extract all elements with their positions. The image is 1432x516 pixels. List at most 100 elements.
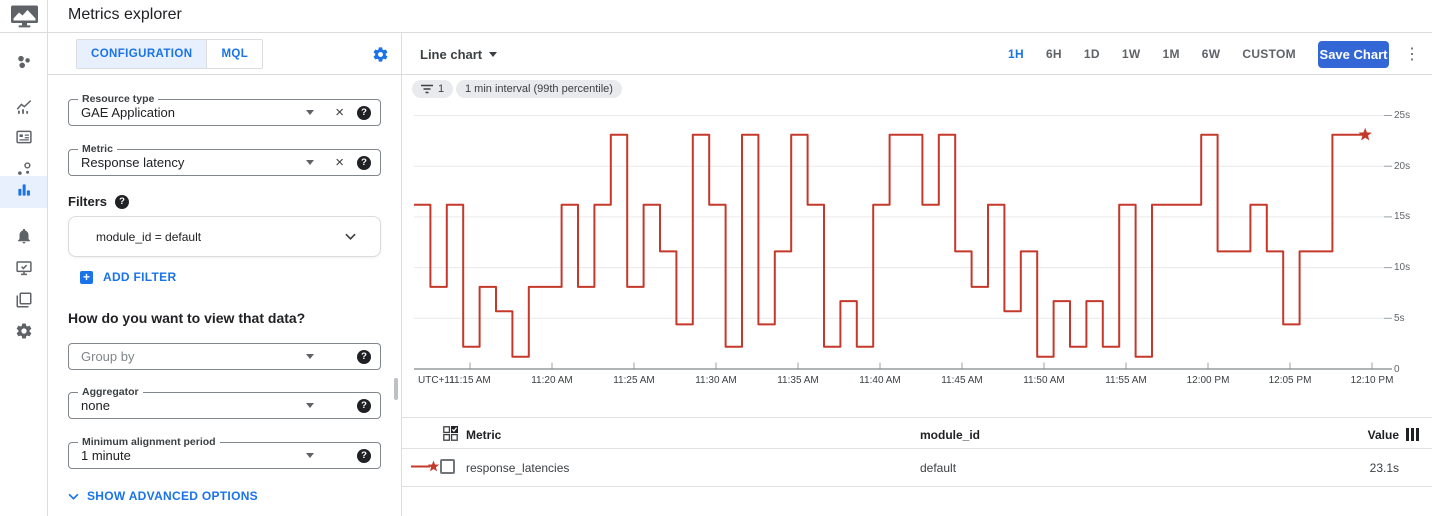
x-axis-label: 11:50 AM <box>1023 375 1065 386</box>
monitoring-logo-icon <box>10 4 40 30</box>
filters-text: Filters <box>68 194 108 209</box>
sidebar-item-gear[interactable] <box>0 317 47 349</box>
x-axis-label: 11:40 AM <box>859 375 901 386</box>
y-axis-label: 0 <box>1394 363 1400 375</box>
chart-type-dropdown[interactable]: Line chart <box>420 47 498 62</box>
config-scrollbar[interactable] <box>394 378 398 400</box>
add-filter-button[interactable]: + ADD FILTER <box>80 270 176 284</box>
sidebar-item-dashboards-chart[interactable] <box>0 93 47 125</box>
tab-mql[interactable]: MQL <box>206 40 263 68</box>
columns-icon[interactable] <box>1406 428 1419 441</box>
x-axis-label: 11:30 AM <box>695 375 737 386</box>
overview-icon <box>15 53 33 76</box>
help-icon[interactable]: ? <box>115 194 130 209</box>
column-header-value[interactable]: Value <box>1367 428 1399 442</box>
config-tab-group: CONFIGURATION MQL <box>76 39 264 69</box>
plus-icon: + <box>80 270 93 284</box>
filter-lines-icon <box>421 84 433 94</box>
sidebar-item-uptime-monitor[interactable] <box>0 254 47 286</box>
resource-type-value: GAE Application <box>81 105 175 120</box>
value-cell: 23.1s <box>1369 461 1399 475</box>
tab-configuration[interactable]: CONFIGURATION <box>77 40 207 68</box>
time-range-group: 1H 6H 1D 1W 1M 6W CUSTOM <box>1008 33 1296 75</box>
help-icon[interactable]: ? <box>357 349 371 364</box>
column-header-metric[interactable]: Metric <box>466 428 502 442</box>
y-axis-label: 10s <box>1394 262 1411 274</box>
dropdown-caret-icon[interactable] <box>306 160 314 165</box>
clear-icon[interactable]: × <box>335 103 344 121</box>
sidebar-item-card-list[interactable] <box>0 123 47 155</box>
sidebar-item-bell[interactable] <box>0 222 47 254</box>
sidebar-item-bar-chart[interactable] <box>0 176 47 208</box>
time-range-custom[interactable]: CUSTOM <box>1242 47 1296 61</box>
bell-icon <box>15 227 33 250</box>
resource-type-field[interactable]: Resource type GAE Application × ? <box>68 93 381 126</box>
x-axis-label: 12:10 PM <box>1350 375 1394 386</box>
dashboards-chart-icon <box>15 98 33 121</box>
metric-label: Metric <box>78 143 117 155</box>
save-chart-button[interactable]: Save Chart <box>1318 41 1389 68</box>
help-icon[interactable]: ? <box>357 448 371 463</box>
x-axis-label: 11:25 AM <box>613 375 655 386</box>
sidebar-item-overview[interactable] <box>0 48 47 80</box>
time-range-1d[interactable]: 1D <box>1083 47 1100 61</box>
page-title: Metrics explorer <box>68 6 182 23</box>
filter-value-text: module_id = default <box>96 229 202 244</box>
dropdown-caret-icon <box>489 52 498 57</box>
help-icon[interactable]: ? <box>357 155 371 170</box>
time-range-6h[interactable]: 6H <box>1045 47 1062 61</box>
chevron-down-icon <box>68 493 79 500</box>
y-axis-label: 20s <box>1394 160 1411 172</box>
header-divider <box>0 32 1432 33</box>
interval-chip[interactable]: 1 min interval (99th percentile) <box>456 80 622 98</box>
show-advanced-options-button[interactable]: SHOW ADVANCED OPTIONS <box>68 489 258 503</box>
help-icon[interactable]: ? <box>357 398 371 413</box>
dropdown-caret-icon[interactable] <box>306 453 314 458</box>
aggregator-field[interactable]: Aggregator none ? <box>68 386 381 419</box>
time-range-1m[interactable]: 1M <box>1162 47 1180 61</box>
dropdown-caret-icon[interactable] <box>306 403 314 408</box>
x-axis-label: 11:35 AM <box>777 375 819 386</box>
help-icon[interactable]: ? <box>357 105 371 120</box>
dropdown-caret-icon[interactable] <box>306 110 314 115</box>
filter-count-chip[interactable]: 1 <box>412 80 454 98</box>
chart-type-label: Line chart <box>420 47 483 62</box>
add-filter-label: ADD FILTER <box>103 270 177 284</box>
clear-icon[interactable]: × <box>335 153 344 171</box>
y-axis-label: 5s <box>1394 312 1405 324</box>
filter-count: 1 <box>438 83 445 95</box>
table-row-divider <box>402 486 1432 487</box>
config-panel-divider <box>401 33 402 516</box>
time-range-6w[interactable]: 6W <box>1201 47 1221 61</box>
toolbar-divider <box>48 74 1432 75</box>
view-data-question: How do you want to view that data? <box>68 310 306 326</box>
min-alignment-label: Minimum alignment period <box>78 436 220 448</box>
column-header-module-id[interactable]: module_id <box>920 428 981 442</box>
group-by-placeholder: Group by <box>81 349 135 364</box>
aggregator-label: Aggregator <box>78 386 143 398</box>
x-axis-label: 11:20 AM <box>531 375 573 386</box>
dropdown-caret-icon[interactable] <box>306 354 314 359</box>
time-range-1h[interactable]: 1H <box>1008 47 1024 61</box>
gear-icon <box>15 322 33 345</box>
row-checkbox[interactable] <box>440 459 455 474</box>
min-alignment-value: 1 minute <box>81 448 131 463</box>
sidebar-item-services-dots[interactable] <box>0 155 47 187</box>
kebab-menu-icon[interactable]: ⋮ <box>1404 46 1420 63</box>
services-dots-icon <box>15 160 33 183</box>
metric-name-cell: response_latencies <box>466 461 570 475</box>
metric-field[interactable]: Metric Response latency × ? <box>68 143 381 176</box>
config-settings-gear-icon[interactable] <box>372 46 389 63</box>
sidebar-item-overlapping-squares[interactable] <box>0 286 47 318</box>
chevron-down-icon[interactable] <box>345 231 356 242</box>
show-advanced-label: SHOW ADVANCED OPTIONS <box>87 489 258 503</box>
group-by-field[interactable]: Group by ? <box>68 343 381 370</box>
grid-check-icon[interactable] <box>443 426 458 441</box>
module-id-cell: default <box>920 461 957 475</box>
bar-chart-icon <box>15 181 33 204</box>
filter-row-module-id[interactable]: module_id = default <box>68 216 381 257</box>
y-axis-label: 15s <box>1394 211 1411 223</box>
time-range-1w[interactable]: 1W <box>1121 47 1141 61</box>
min-alignment-field[interactable]: Minimum alignment period 1 minute ? <box>68 436 381 469</box>
